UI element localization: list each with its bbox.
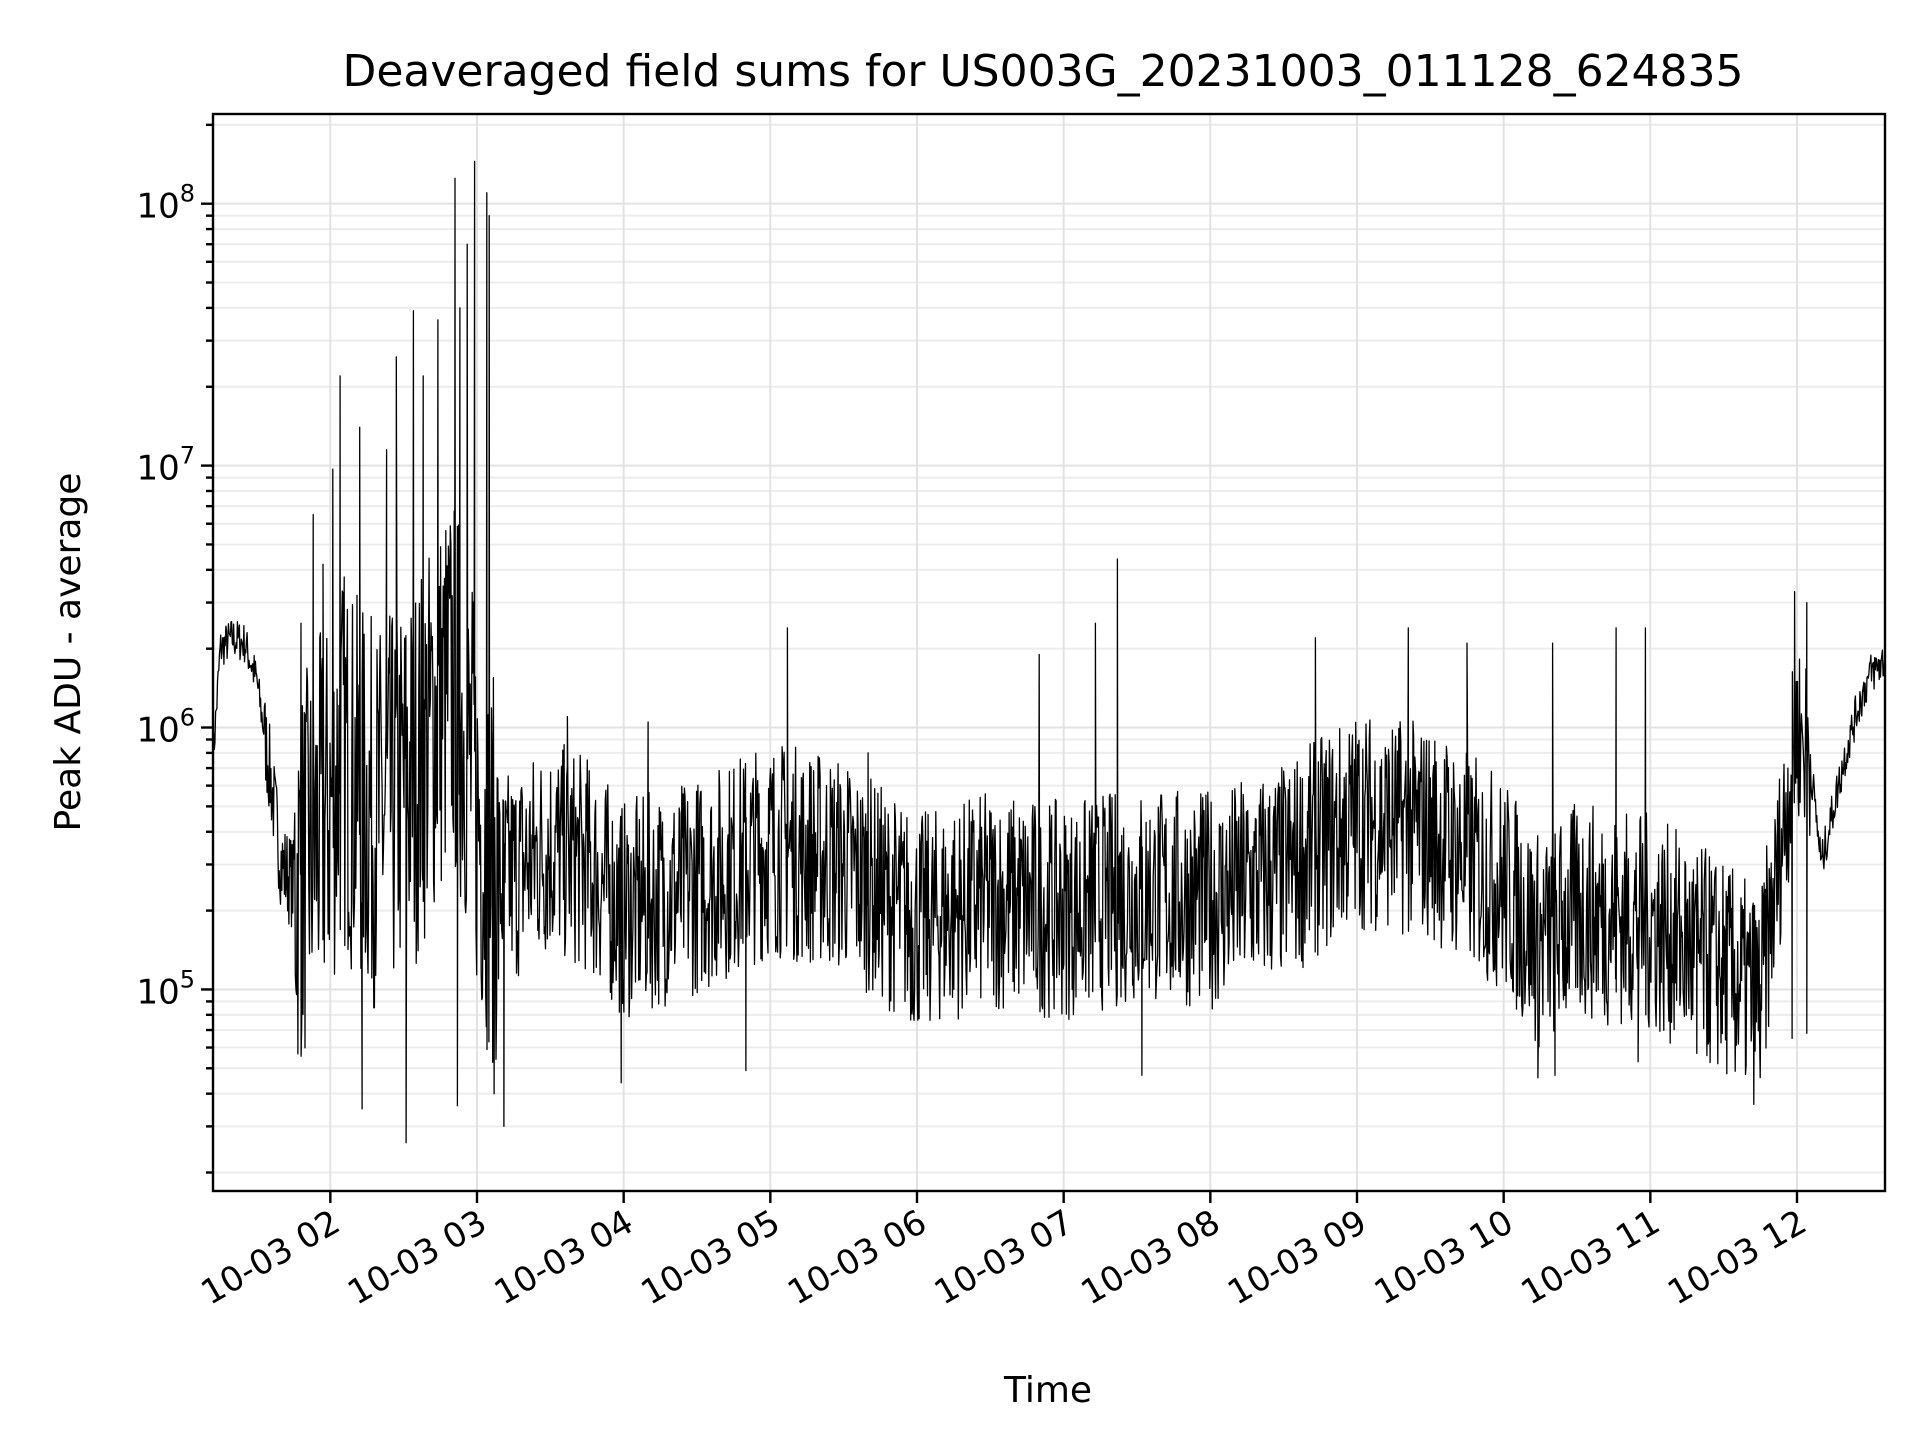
- y-axis-label: Peak ADU - average: [48, 473, 89, 832]
- y-tick-label: 108: [136, 180, 195, 227]
- series-line: [213, 160, 1885, 1144]
- chart-title: Deaveraged field sums for US003G_2023100…: [342, 46, 1743, 97]
- plot-frame: [211, 112, 1887, 1193]
- y-tick-label: 105: [136, 965, 195, 1012]
- y-tick-label: 107: [136, 442, 195, 489]
- x-axis-label: Time: [1003, 1370, 1092, 1411]
- y-axis: 105 106 107 108: [136, 123, 213, 1174]
- y-tick-label: 106: [136, 704, 195, 751]
